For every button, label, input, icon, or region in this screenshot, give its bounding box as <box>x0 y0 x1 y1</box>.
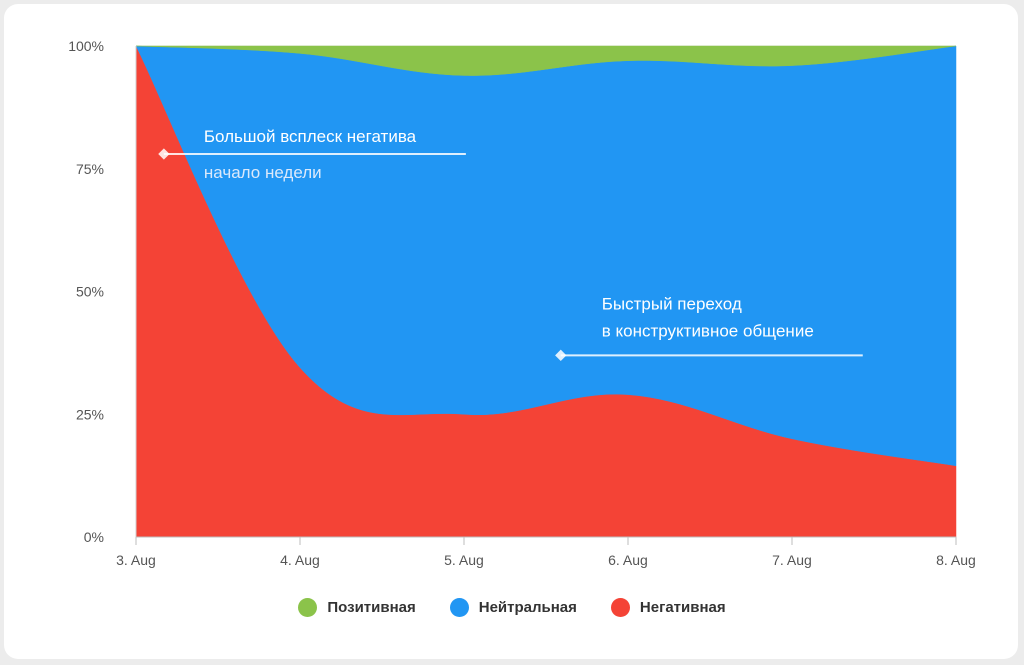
legend-item[interactable]: Нейтральная <box>449 598 577 617</box>
annotation-marker <box>555 349 567 361</box>
annotation-title: Быстрый переход <box>602 294 742 313</box>
y-tick-label: 25% <box>76 406 104 422</box>
annotation-subtitle: начало недели <box>204 163 322 182</box>
x-tick-label: 7. Aug <box>772 552 812 568</box>
annotation-title: Большой всплеск негатива <box>204 127 417 146</box>
legend-label: Позитивная <box>327 599 416 616</box>
legend-swatch <box>449 598 469 617</box>
y-tick-label: 100% <box>68 38 104 54</box>
legend-swatch <box>298 598 318 617</box>
legend-label: Негативная <box>639 599 726 616</box>
legend-label: Нейтральная <box>478 599 577 616</box>
axes: 0% 25% 50% 75% 100% 3. Aug 4. Aug 5. Aug 6. Aug 7… <box>68 38 976 568</box>
annotation-subtitle: в конструктивное общение <box>602 321 814 340</box>
annotation: Быстрый переход в конструктивное общение <box>555 294 863 361</box>
y-tick-label: 75% <box>76 161 104 177</box>
annotations: Большой всплеск негатива начало недели Быс… <box>158 127 863 361</box>
annotation: Большой всплеск негатива начало недели <box>158 127 466 182</box>
x-tick-label: 6. Aug <box>608 552 648 568</box>
y-tick-label: 50% <box>76 284 104 300</box>
x-tick-label: 4. Aug <box>280 552 320 568</box>
legend-swatch <box>610 598 630 617</box>
y-tick-label: 0% <box>84 529 104 545</box>
x-tick-label: 5. Aug <box>444 552 484 568</box>
legend-item[interactable]: Позитивная <box>298 598 416 617</box>
x-tick-label: 8. Aug <box>936 552 976 568</box>
legend: Позитивная Нейтральная Негативная <box>0 598 1024 617</box>
legend-item[interactable]: Негативная <box>610 598 726 617</box>
area-positive <box>135 45 957 76</box>
series-areas <box>135 45 957 538</box>
annotation-marker <box>158 148 170 160</box>
x-tick-label: 3. Aug <box>116 552 156 568</box>
